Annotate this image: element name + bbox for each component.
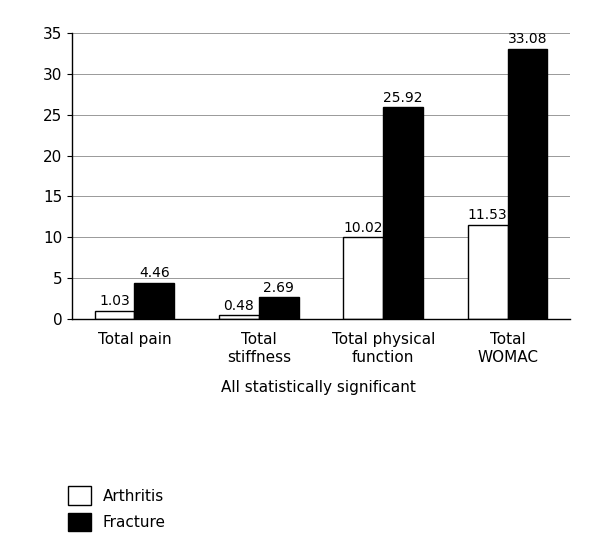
Text: 1.03: 1.03 xyxy=(99,294,130,308)
Bar xyxy=(219,315,259,319)
Bar xyxy=(343,237,383,319)
Bar xyxy=(95,311,134,319)
Bar xyxy=(134,283,174,319)
Text: 2.69: 2.69 xyxy=(263,280,294,295)
Text: 33.08: 33.08 xyxy=(508,32,547,46)
Text: 11.53: 11.53 xyxy=(468,208,508,222)
Bar xyxy=(468,225,508,319)
Text: 0.48: 0.48 xyxy=(224,299,254,312)
Text: 4.46: 4.46 xyxy=(139,266,170,280)
Bar xyxy=(383,107,423,319)
Bar xyxy=(259,297,299,319)
Legend: Arthritis, Fracture: Arthritis, Fracture xyxy=(68,486,166,531)
Text: 10.02: 10.02 xyxy=(344,221,383,235)
Text: 25.92: 25.92 xyxy=(383,91,423,104)
Bar xyxy=(508,49,547,319)
Text: All statistically significant: All statistically significant xyxy=(221,380,415,395)
